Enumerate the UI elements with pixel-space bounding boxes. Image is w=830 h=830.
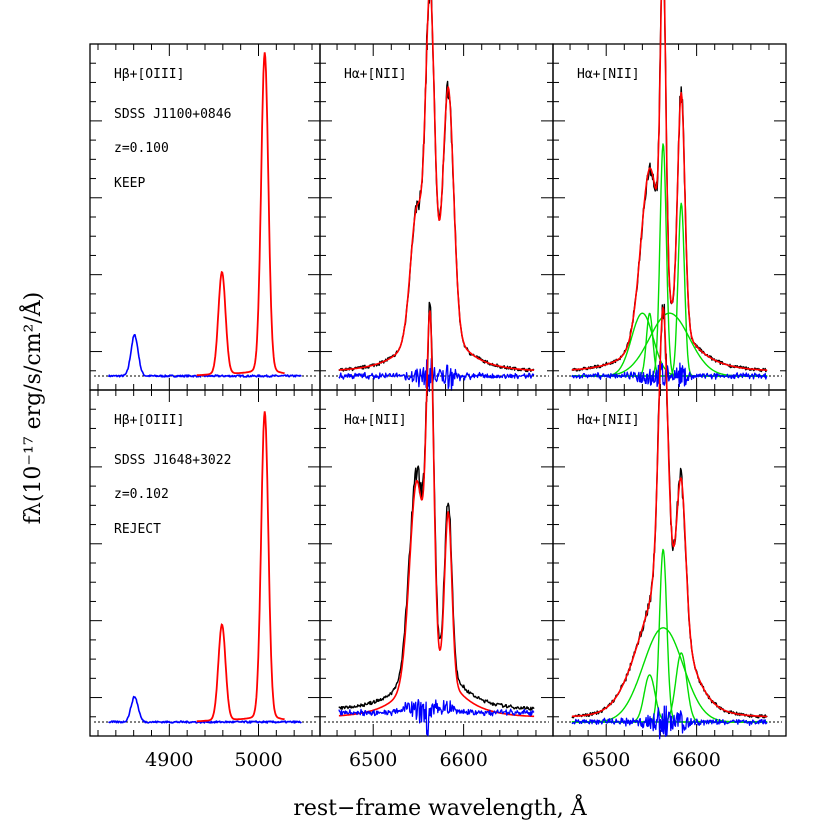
component-1 bbox=[571, 143, 768, 377]
residual-series bbox=[571, 705, 768, 740]
panel-top-left: Hβ+[OIII] SDSS J1100+0846 z=0.100 KEEP bbox=[89, 43, 321, 391]
panel-top-middle: Hα+[NII] bbox=[319, 0, 554, 392]
model-series bbox=[196, 52, 285, 377]
panel-line-label: Hβ+[OIII] bbox=[114, 413, 184, 428]
model-series bbox=[338, 0, 535, 372]
model-series bbox=[571, 306, 768, 718]
model-series bbox=[571, 0, 768, 372]
panel-top-right: Hα+[NII] bbox=[552, 0, 787, 391]
panel-bottom-right: 6500 6600 Hα+[NII] bbox=[552, 303, 787, 771]
x-tick-label: 5000 bbox=[234, 749, 282, 771]
residual-series bbox=[571, 360, 768, 388]
object-name: SDSS J1100+0846 bbox=[114, 107, 231, 122]
x-tick-label: 6500 bbox=[582, 749, 630, 771]
x-tick-label: 6600 bbox=[672, 749, 720, 771]
panel-line-label: Hα+[NII] bbox=[344, 413, 407, 428]
redshift-label: z=0.102 bbox=[114, 487, 169, 502]
panel-bottom-left: 4900 5000 Hβ+[OIII] SDSS J1648+3022 z=0.102 R… bbox=[89, 389, 321, 771]
x-axis-title: rest−frame wavelength, Å bbox=[293, 793, 587, 821]
residual-series bbox=[338, 357, 535, 392]
decision-label: REJECT bbox=[114, 522, 161, 537]
panel-bottom-middle: 6500 6600 Hα+[NII] bbox=[319, 301, 554, 771]
model-series bbox=[338, 310, 535, 718]
panel-line-label: Hα+[NII] bbox=[577, 67, 640, 82]
residual-series bbox=[108, 695, 302, 724]
panel-frame bbox=[89, 389, 321, 737]
x-tick-label: 4900 bbox=[145, 749, 193, 771]
x-tick-label: 6600 bbox=[439, 749, 487, 771]
panels-grid: Hβ+[OIII] SDSS J1100+0846 z=0.100 KEEP Hα+[N… bbox=[89, 0, 787, 771]
panel-frame bbox=[89, 43, 321, 391]
x-tick-label: 6500 bbox=[349, 749, 397, 771]
data-series bbox=[571, 0, 768, 373]
panel-line-label: Hα+[NII] bbox=[577, 413, 640, 428]
panel-frame bbox=[319, 43, 554, 391]
component-1 bbox=[571, 548, 768, 723]
panel-line-label: Hβ+[OIII] bbox=[114, 67, 184, 82]
redshift-label: z=0.100 bbox=[114, 141, 169, 156]
decision-label: KEEP bbox=[114, 176, 145, 191]
model-series bbox=[196, 411, 285, 723]
object-name: SDSS J1648+3022 bbox=[114, 453, 231, 468]
panel-line-label: Hα+[NII] bbox=[344, 67, 407, 82]
y-axis-title: fλ(10⁻¹⁷ erg/s/cm²/Å) bbox=[18, 292, 46, 525]
residual-series bbox=[107, 333, 302, 378]
residual-series bbox=[338, 698, 535, 737]
data-series bbox=[338, 301, 535, 711]
